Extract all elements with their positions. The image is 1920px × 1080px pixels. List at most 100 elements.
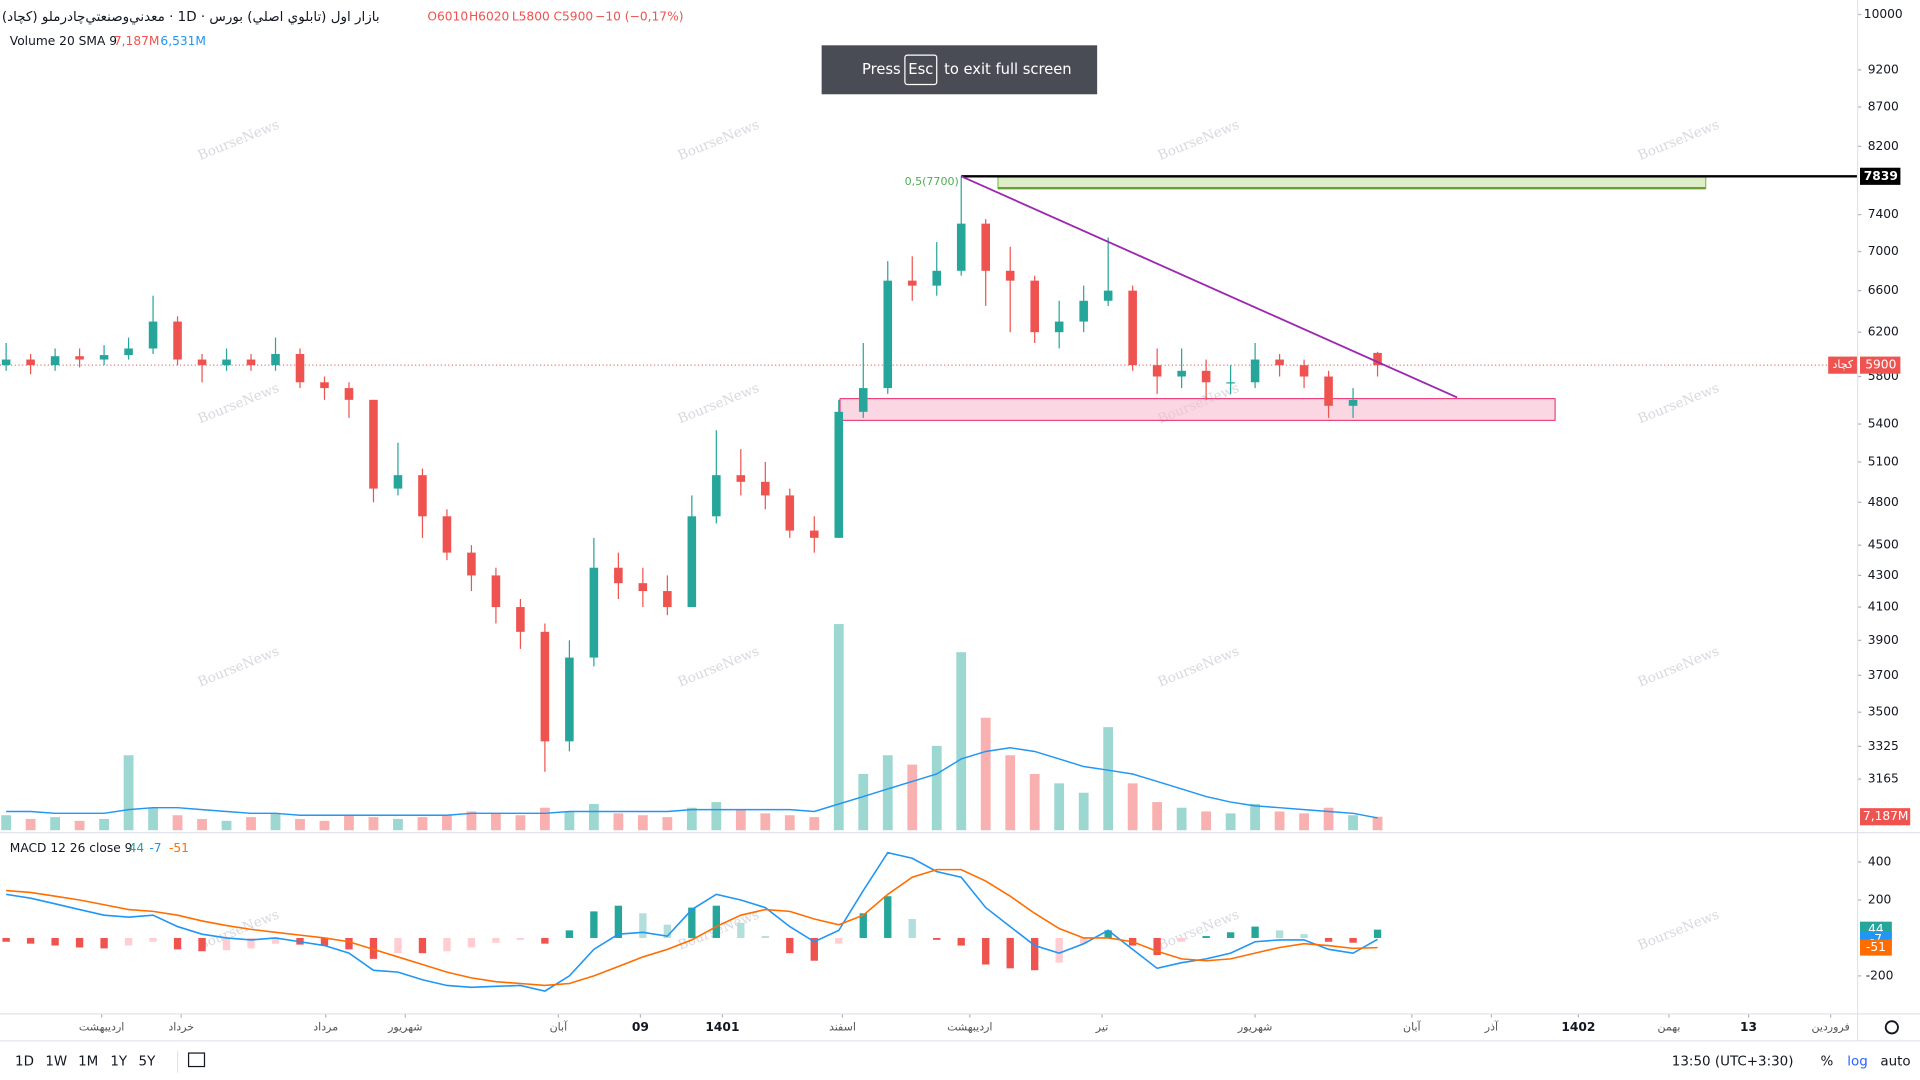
compare-icon[interactable] (187, 1052, 206, 1068)
volume-bar (1, 815, 12, 831)
macd-y-tick-label: 200 (1868, 893, 1891, 907)
range-button[interactable]: 1W (45, 1055, 67, 1070)
y-tick-label: 7000 (1868, 244, 1899, 258)
candle-body (614, 567, 623, 584)
candle-body (99, 355, 109, 360)
x-tick-label: 13 (1740, 1020, 1757, 1034)
macd-histogram-bar (541, 937, 549, 944)
signal-value: -51 (169, 841, 189, 855)
range-button[interactable]: 1M (78, 1055, 98, 1070)
volume-bar (1054, 783, 1065, 831)
scale-option[interactable]: auto (1880, 1055, 1910, 1070)
sma-value: 6,531M (160, 34, 206, 48)
trendline (960, 175, 1458, 399)
volume-bar (393, 818, 403, 831)
y-tick-label: 4300 (1868, 568, 1899, 582)
last-price-label: 5900 (1865, 358, 1896, 372)
volume-bar (1127, 783, 1138, 831)
symbol-tag: کچاد (1833, 358, 1854, 371)
candle-body (173, 321, 182, 360)
macd-histogram-bar (786, 937, 794, 954)
scale-option[interactable]: log (1847, 1055, 1868, 1070)
macd-histogram-bar (345, 937, 353, 950)
volume-label: 7,187M (1863, 809, 1909, 823)
y-tick-label: 10000 (1864, 7, 1903, 21)
macd-histogram-bar (1373, 929, 1382, 938)
volume-bar (956, 652, 967, 831)
resistance-label: 7839 (1864, 169, 1898, 183)
candle-body (1201, 370, 1211, 383)
volume-bar (148, 807, 158, 831)
volume-bar (344, 815, 354, 831)
volume-bar (417, 817, 428, 831)
candle-body (907, 280, 917, 286)
x-tick-label: شهریور (1237, 1020, 1272, 1033)
macd-histogram-bar (516, 937, 525, 940)
candle-body (246, 359, 256, 366)
macd-histogram-bar (418, 937, 427, 954)
volume-bar (1250, 803, 1260, 831)
candle-body (565, 657, 574, 742)
settings-icon[interactable] (1884, 1020, 1899, 1035)
x-tick-label: 1401 (705, 1020, 739, 1034)
candle-body (393, 475, 403, 489)
scale-option[interactable]: % (1821, 1055, 1834, 1070)
volume-bar (442, 815, 452, 831)
volume-bar (491, 813, 501, 831)
candle-body (26, 359, 35, 366)
y-tick-label: 4100 (1868, 600, 1899, 614)
volume-bar (197, 818, 207, 831)
y-tick-label: 5400 (1868, 417, 1899, 431)
y-tick-label: 7400 (1868, 207, 1899, 221)
macd-histogram-bar (884, 896, 892, 938)
candle-body (834, 411, 844, 538)
candle-body (491, 575, 501, 608)
macd-label-box (1860, 939, 1892, 956)
macd-histogram-bar (1324, 937, 1333, 942)
macd-histogram-bar (149, 937, 157, 942)
x-tick-label: اردیبهشت (947, 1020, 992, 1033)
macd-histogram-bar (467, 937, 476, 948)
macd-histogram-bar (173, 937, 182, 950)
hint-box (821, 45, 1098, 95)
volume-bar (1078, 792, 1089, 831)
candle-body (148, 321, 158, 349)
macd-histogram-bar (198, 937, 206, 952)
volume-bar (662, 817, 673, 831)
macd-histogram-bar (1104, 930, 1112, 938)
volume-bar (637, 815, 648, 831)
candle-body (75, 356, 84, 360)
candle-body (1030, 280, 1039, 333)
range-button[interactable]: 5Y (139, 1055, 157, 1070)
candle-body (712, 475, 721, 517)
volume-bar (1299, 813, 1309, 831)
volume-bar (50, 817, 60, 831)
range-button[interactable]: 1Y (110, 1055, 128, 1070)
macd-histogram-bar (1177, 937, 1186, 942)
volume-bar (466, 811, 477, 831)
volume-label-box (1860, 808, 1911, 826)
range-button[interactable]: 1D (15, 1055, 34, 1070)
macd-histogram-bar (614, 905, 623, 938)
macd-title: MACD 12 26 close 9 (10, 841, 133, 855)
x-tick-label: اردیبهشت (79, 1020, 124, 1033)
macd-label: -51 (1866, 940, 1886, 954)
macd-histogram-bar (688, 907, 696, 938)
volume-bar (1323, 807, 1334, 831)
candle-body (932, 270, 942, 286)
last-price-box (1860, 356, 1901, 374)
candle-body (663, 591, 672, 608)
macd-histogram-bar (1080, 937, 1088, 944)
x-tick-label: آذر (1484, 1019, 1499, 1033)
y-tick-label: 3500 (1868, 705, 1899, 719)
volume-bar (1348, 815, 1358, 831)
macd-histogram-bar (1275, 930, 1284, 938)
macd-histogram-bar (982, 937, 990, 965)
candle-body (1079, 300, 1088, 322)
volume-sma (6, 747, 1378, 819)
volume-title: Volume 20 SMA 9 (10, 34, 117, 48)
macd-histogram-bar (222, 937, 231, 951)
volume-bar (980, 717, 991, 831)
macd-histogram-bar (51, 937, 59, 946)
